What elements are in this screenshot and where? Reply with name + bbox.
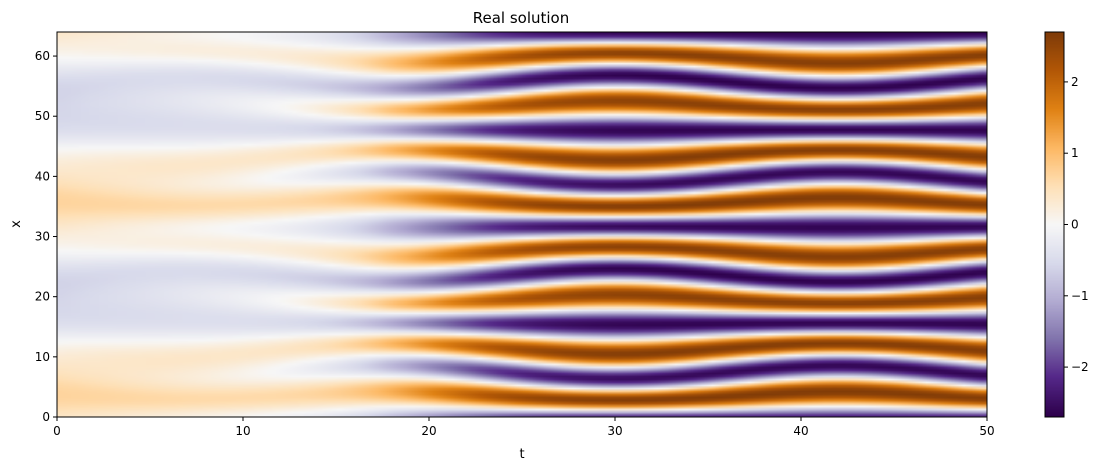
y-tick-label: 0	[42, 410, 50, 424]
y-tick-label: 20	[35, 290, 50, 304]
x-tick-label: 0	[53, 424, 61, 438]
y-axis-title: x	[9, 220, 24, 228]
heatmap-image	[57, 32, 987, 417]
colorbar: −2 −1 0 1 2	[1044, 31, 1089, 418]
colorbar-ticks: −2 −1 0 1 2	[1064, 75, 1089, 374]
heatmap	[57, 32, 987, 417]
colorbar-tick-label: 2	[1071, 75, 1079, 89]
colorbar-gradient	[1045, 32, 1064, 417]
colorbar-tick-label: −1	[1071, 289, 1089, 303]
y-tick-label: 30	[35, 230, 50, 244]
x-tick-label: 20	[421, 424, 436, 438]
plot-frame	[56, 31, 988, 418]
chart-title: Real solution	[473, 9, 570, 27]
y-tick-label: 60	[35, 49, 50, 63]
colorbar-tick-label: 0	[1071, 218, 1079, 232]
x-tick-label: 40	[793, 424, 808, 438]
colorbar-tick-label: 1	[1071, 146, 1079, 160]
x-tick-label: 30	[607, 424, 622, 438]
x-tick-label: 10	[235, 424, 250, 438]
x-axis-title: t	[519, 447, 524, 462]
y-axis: 0 10 20 30 40 50 60	[35, 49, 57, 424]
x-tick-label: 50	[979, 424, 994, 438]
y-tick-label: 10	[35, 350, 50, 364]
colorbar-tick-label: −2	[1071, 360, 1089, 374]
x-axis: 0 10 20 30 40 50	[53, 417, 995, 438]
y-tick-label: 40	[35, 169, 50, 183]
y-tick-label: 50	[35, 109, 50, 123]
